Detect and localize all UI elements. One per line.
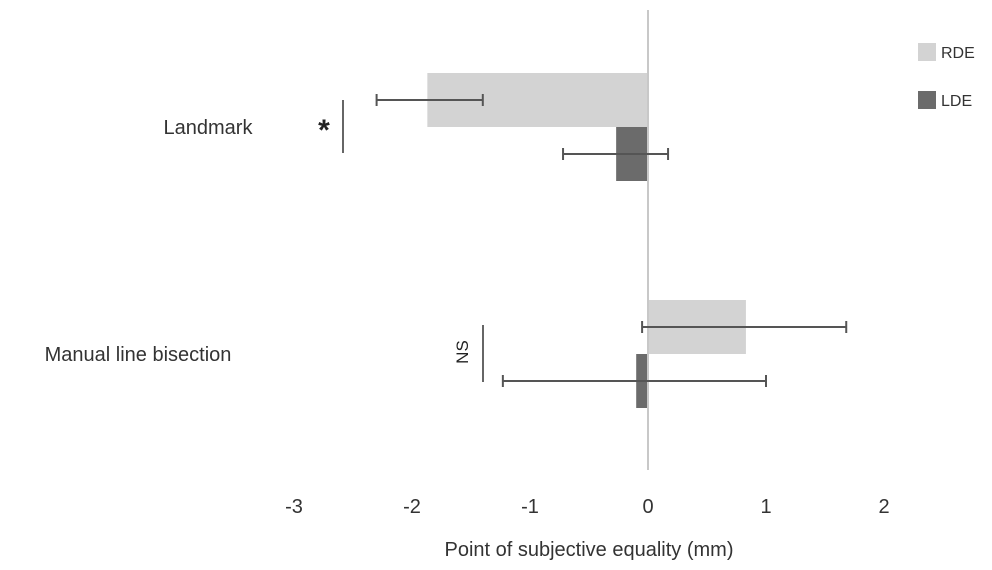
legend-swatch — [918, 43, 936, 61]
legend-label: RDE — [941, 45, 975, 62]
error-bar-rde-0 — [375, 94, 484, 106]
x-axis-title: Point of subjective equality (mm) — [444, 539, 733, 561]
error-bar-rde-1 — [641, 321, 848, 333]
legend-item-lde: LDE — [918, 91, 972, 110]
x-tick-label-4: 1 — [760, 496, 771, 518]
category-label-1: Manual line bisection — [45, 344, 232, 366]
error-bar-lde-0 — [562, 148, 670, 160]
legend-item-rde: RDE — [918, 43, 975, 62]
x-tick-label-2: -1 — [521, 496, 539, 518]
sig-marker-landmark: * — [318, 114, 330, 147]
x-tick-label-1: -2 — [403, 496, 421, 518]
x-tick-label-0: -3 — [285, 496, 303, 518]
sig-marker-bisection: NS — [453, 340, 472, 364]
error-bar-lde-1 — [501, 375, 767, 387]
x-tick-label-3: 0 — [642, 496, 653, 518]
x-tick-label-5: 2 — [878, 496, 889, 518]
category-label-0: Landmark — [164, 117, 254, 139]
legend-label: LDE — [941, 93, 972, 110]
legend-swatch — [918, 91, 936, 109]
